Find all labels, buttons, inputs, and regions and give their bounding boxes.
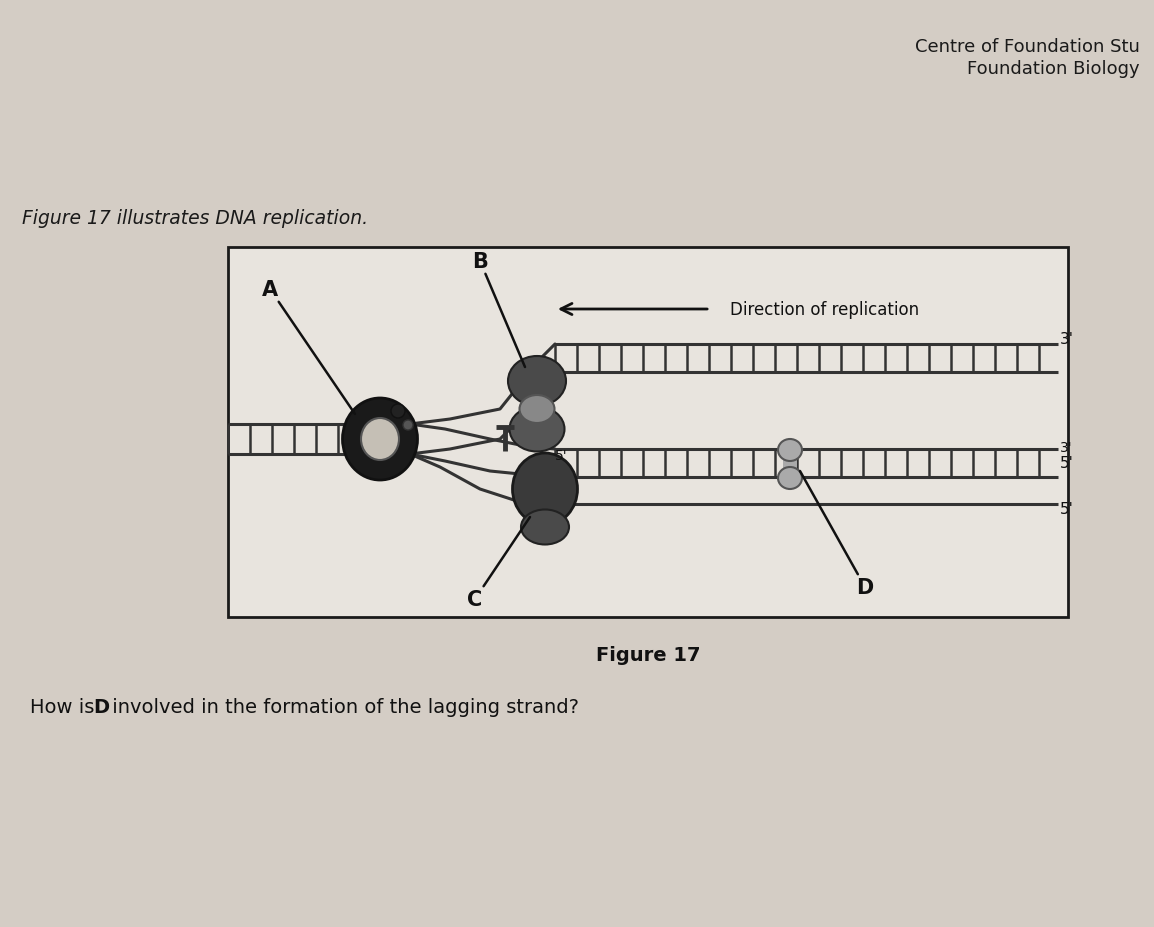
Text: Direction of replication: Direction of replication bbox=[730, 300, 919, 319]
Ellipse shape bbox=[512, 453, 577, 526]
Text: 3': 3' bbox=[1061, 440, 1072, 454]
Text: How is: How is bbox=[30, 697, 100, 717]
Text: 3': 3' bbox=[1061, 332, 1074, 347]
Text: 5': 5' bbox=[1061, 456, 1074, 471]
Ellipse shape bbox=[343, 399, 418, 480]
Text: D: D bbox=[800, 472, 874, 597]
Text: 5': 5' bbox=[555, 449, 568, 463]
Circle shape bbox=[391, 404, 405, 419]
Text: A: A bbox=[262, 280, 355, 414]
Ellipse shape bbox=[520, 510, 569, 545]
Bar bbox=[228, 248, 1067, 617]
Ellipse shape bbox=[778, 439, 802, 462]
Ellipse shape bbox=[778, 467, 802, 489]
Text: 5': 5' bbox=[1061, 502, 1074, 517]
Text: Centre of Foundation Stu: Centre of Foundation Stu bbox=[915, 38, 1140, 56]
Ellipse shape bbox=[361, 419, 399, 461]
Text: D: D bbox=[93, 697, 110, 717]
Ellipse shape bbox=[510, 407, 564, 452]
Text: C: C bbox=[467, 517, 530, 609]
Text: Figure 17: Figure 17 bbox=[595, 645, 700, 665]
Bar bbox=[784, 456, 797, 473]
Text: Foundation Biology: Foundation Biology bbox=[967, 60, 1140, 78]
Ellipse shape bbox=[508, 357, 565, 407]
Ellipse shape bbox=[519, 396, 555, 424]
Text: Figure 17 illustrates DNA replication.: Figure 17 illustrates DNA replication. bbox=[22, 209, 368, 228]
Text: involved in the formation of the lagging strand?: involved in the formation of the lagging… bbox=[106, 697, 579, 717]
Text: B: B bbox=[472, 252, 525, 368]
Circle shape bbox=[403, 421, 413, 430]
